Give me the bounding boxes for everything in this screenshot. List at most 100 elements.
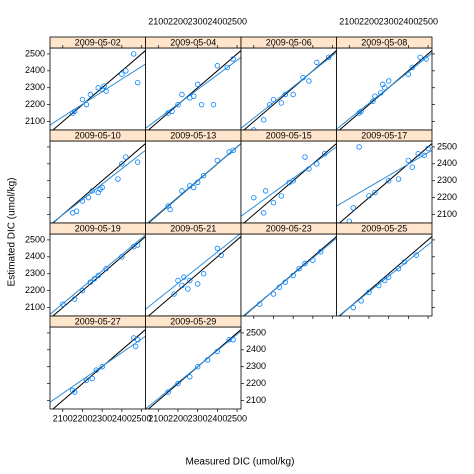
strip (336, 129, 433, 142)
panel: 2009-05-02 2100 2200 2300 2400 2500 (25, 36, 146, 131)
x-tick-label: 2200 (168, 16, 188, 26)
x-tick-label: 2400 (207, 16, 227, 26)
x-tick-label: 2300 (379, 16, 399, 26)
data-point (302, 260, 308, 267)
panel: 2009-05-04 2100 2200 2300 2400 2500 (145, 16, 247, 131)
fit-line (145, 56, 241, 129)
data-point (187, 374, 193, 380)
data-point (71, 108, 78, 115)
x-tick-label: 2500 (418, 16, 438, 26)
data-point (103, 265, 109, 272)
data-point (421, 152, 427, 159)
data-point (325, 54, 332, 60)
data-point (89, 375, 96, 382)
data-point (306, 166, 312, 172)
data-point (417, 54, 423, 60)
reference-line (52, 50, 146, 130)
data-point (134, 79, 141, 86)
strip-label: 2009-05-17 (361, 130, 407, 140)
data-point (260, 117, 267, 123)
data-point (198, 101, 205, 108)
strip (336, 36, 433, 49)
data-point (266, 101, 273, 108)
x-tick-label: 2100 (148, 16, 168, 26)
strip-label: 2009-05-10 (75, 130, 121, 140)
data-point (257, 301, 263, 307)
y-tick-label: 2400 (25, 251, 45, 261)
strip-label: 2009-05-25 (361, 223, 407, 233)
data-point (278, 193, 285, 199)
data-point (350, 205, 356, 211)
panel: 2009-05-15 (240, 129, 337, 224)
data-point (314, 59, 320, 66)
fit-line (241, 51, 337, 129)
data-point (187, 277, 193, 284)
panel: 2009-05-17 2100 2200 2300 2400 2500 (336, 129, 457, 225)
data-point (282, 279, 289, 285)
data-point (262, 188, 269, 194)
data-point (372, 93, 378, 99)
data-point (87, 279, 94, 285)
data-point (119, 161, 125, 167)
x-tick-label: 2200 (168, 413, 188, 423)
data-point (230, 147, 236, 153)
x-tick-label: 2100 (339, 16, 359, 26)
data-point (185, 286, 191, 292)
panel-background (241, 234, 337, 316)
data-point (214, 348, 221, 355)
data-point (134, 159, 141, 165)
data-point (290, 91, 296, 98)
data-point (93, 367, 99, 373)
reference-line (338, 143, 432, 223)
panel-background (336, 234, 432, 316)
y-tick-label: 2200 (246, 378, 266, 388)
data-point (423, 56, 429, 62)
strip-label: 2009-05-04 (170, 37, 216, 47)
data-point (358, 108, 364, 115)
x-axis-label: Measured DIC (umol/kg) (186, 457, 295, 468)
data-point (282, 91, 289, 98)
data-point (385, 78, 392, 84)
data-point (385, 178, 392, 184)
data-point (270, 200, 277, 206)
panel-background (336, 141, 432, 223)
x-tick-label: 2500 (132, 413, 152, 423)
data-point (123, 154, 129, 160)
y-tick-label: 2100 (437, 209, 457, 219)
strip-label: 2009-05-19 (75, 223, 121, 233)
data-point (290, 178, 296, 184)
y-tick-label: 2300 (25, 82, 45, 92)
data-point (175, 277, 181, 284)
y-tick-label: 2500 (246, 327, 266, 337)
strip-label: 2009-05-15 (266, 130, 312, 140)
data-point (99, 364, 105, 370)
data-point (224, 64, 230, 71)
strip-label: 2009-05-13 (170, 130, 216, 140)
data-point (179, 91, 185, 98)
data-point (79, 287, 86, 294)
strip (145, 315, 242, 328)
y-tick-label: 2200 (25, 285, 45, 295)
panel: 2009-05-25 (336, 222, 435, 319)
strip-label: 2009-05-29 (170, 316, 216, 326)
x-tick-label: 2300 (188, 413, 208, 423)
data-point (204, 357, 211, 363)
y-tick-label: 2200 (25, 99, 45, 109)
data-point (79, 96, 86, 103)
y-tick-label: 2300 (25, 268, 45, 278)
y-tick-label: 2400 (437, 158, 457, 168)
data-point (278, 100, 285, 106)
data-point (91, 276, 98, 282)
data-point (134, 242, 141, 248)
data-point (302, 154, 308, 160)
y-axis-label: Estimated DIC (umol/kg) (7, 178, 18, 287)
reference-line (147, 236, 241, 316)
strip-label: 2009-05-02 (75, 37, 121, 47)
data-point (200, 172, 207, 179)
data-point (85, 194, 92, 201)
data-point (194, 179, 201, 186)
data-point (251, 194, 257, 201)
reference-line (147, 50, 241, 130)
